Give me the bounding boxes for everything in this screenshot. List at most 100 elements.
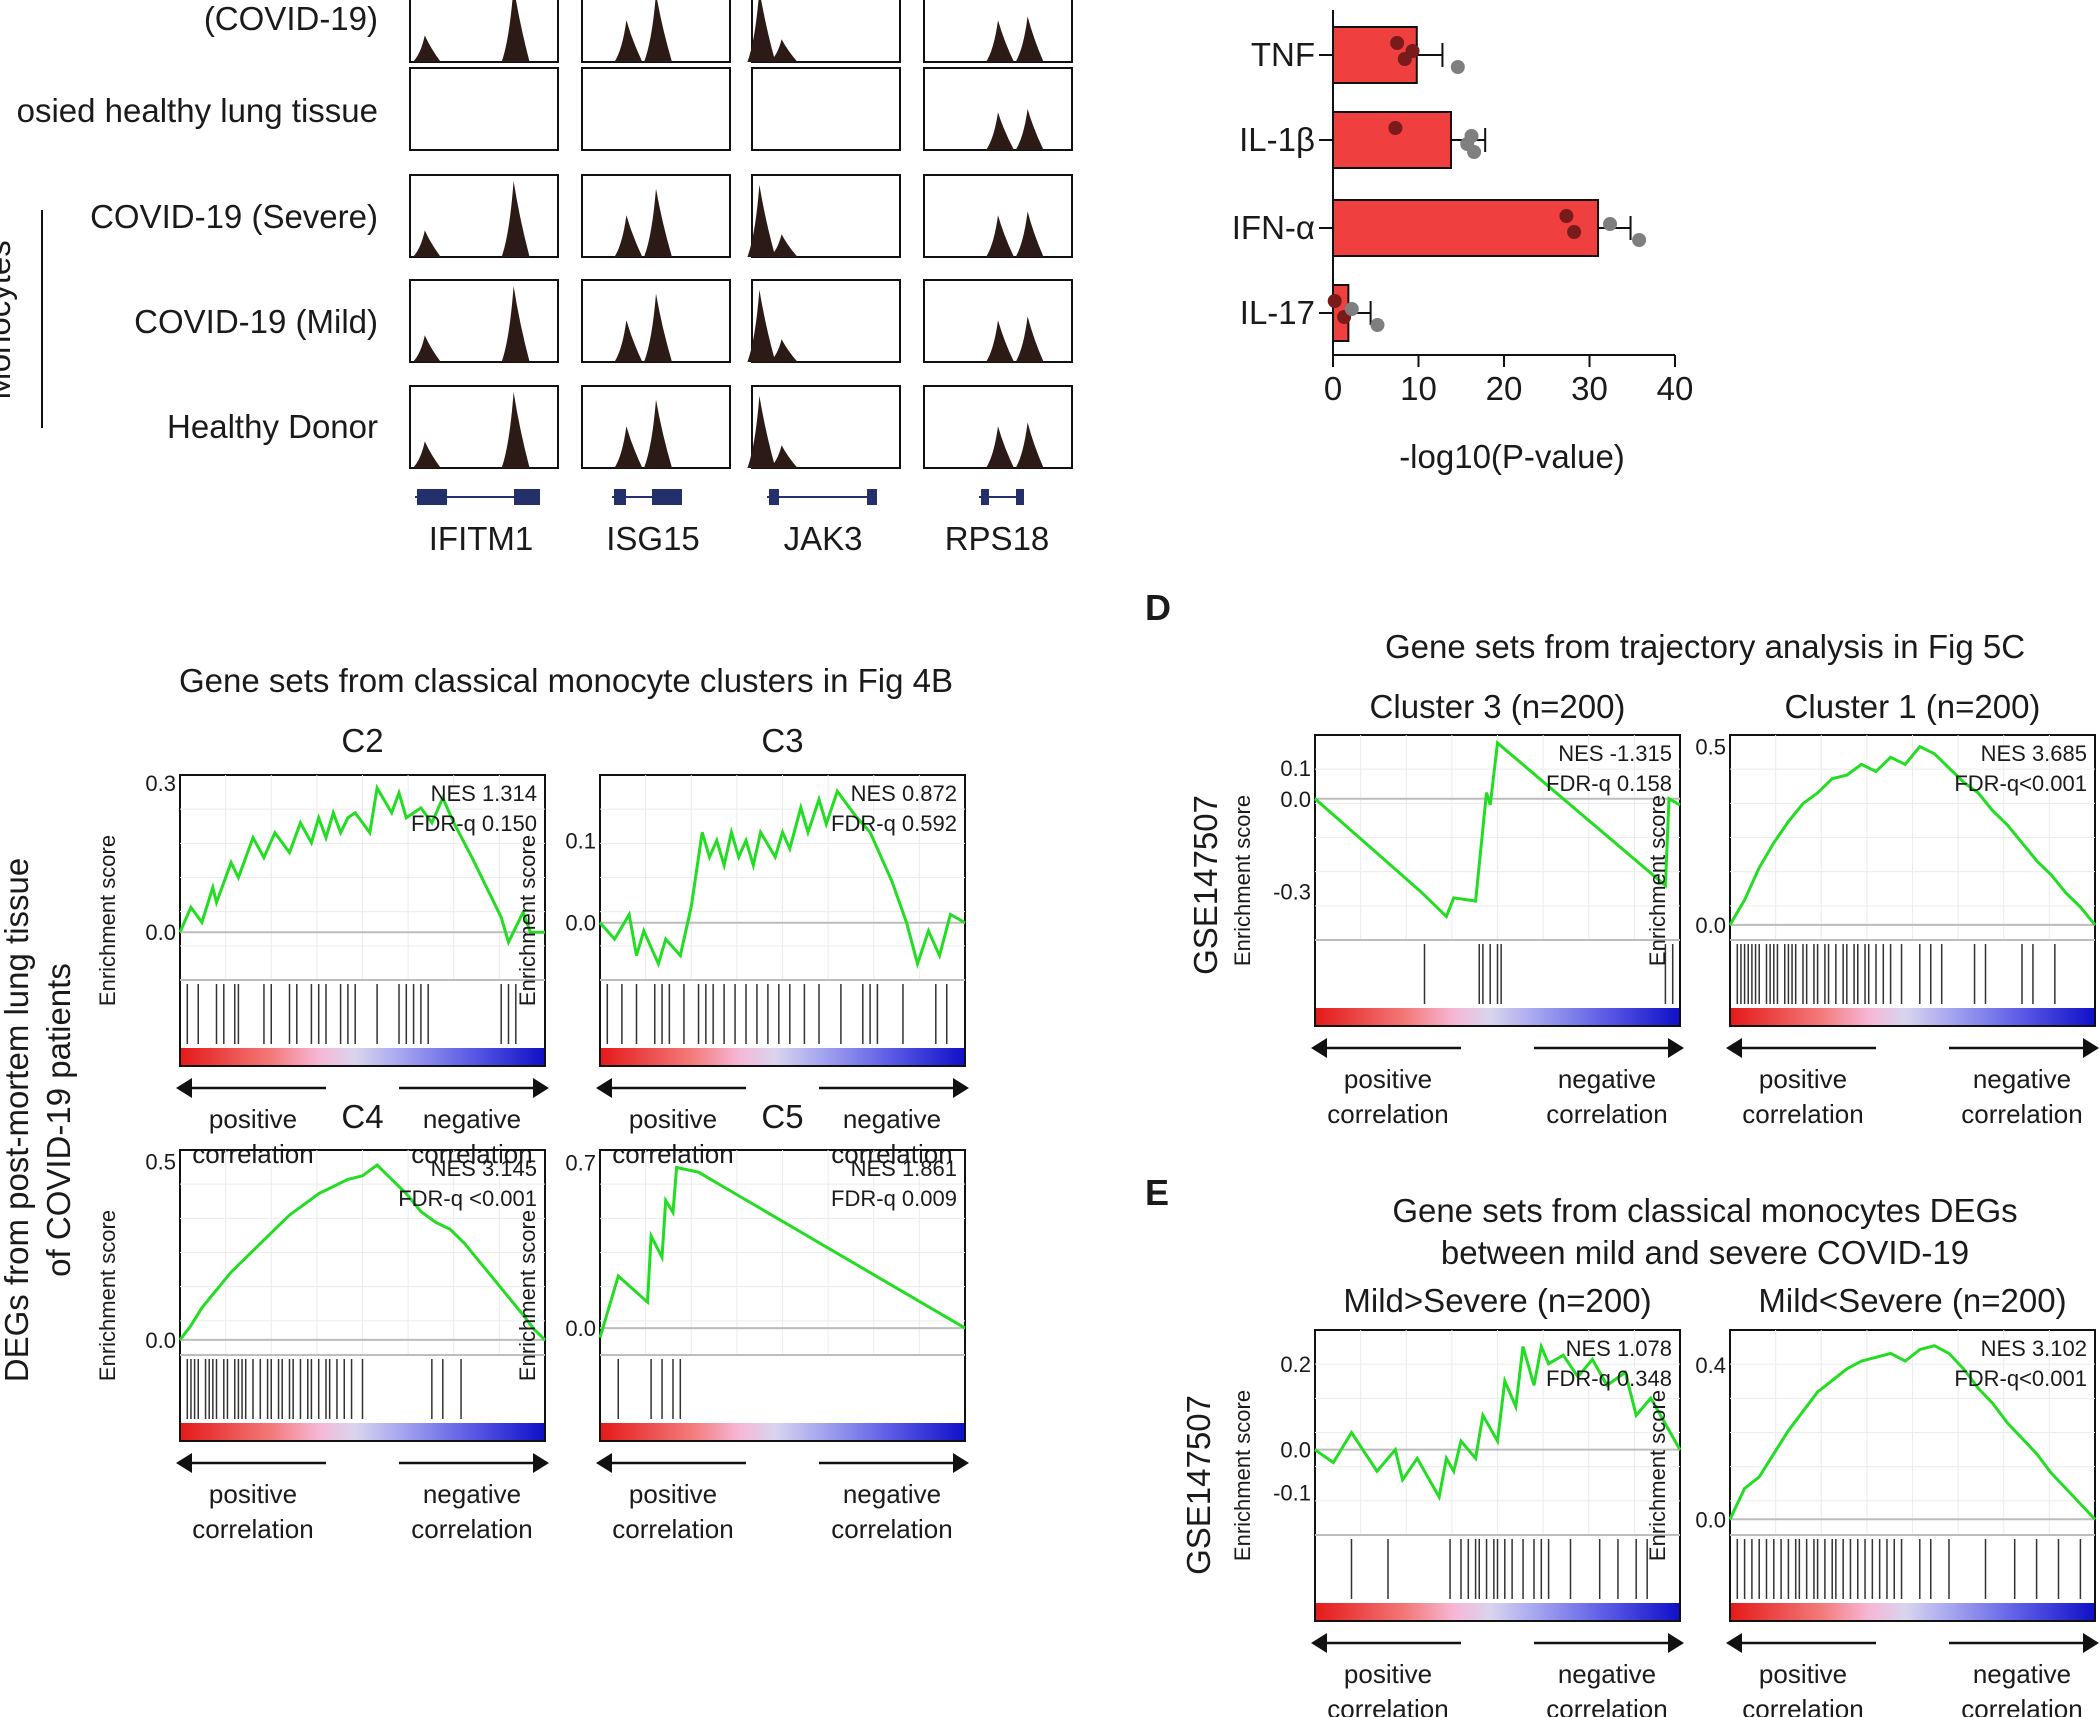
gsea-y-axis-label: Enrichment score (515, 1210, 540, 1381)
coverage-peak (501, 392, 530, 468)
coverage-peak (1015, 316, 1044, 362)
enrichment-curve (178, 1163, 547, 1341)
coverage-peak (769, 39, 798, 62)
coverage-peak (747, 289, 776, 362)
coverage-track (751, 279, 901, 363)
coverage-track (409, 0, 559, 63)
gene-model-exon (769, 489, 779, 505)
bar-category-label: IL-1β (1239, 121, 1315, 158)
section-d-title: Gene sets from trajectory analysis in Fi… (1385, 628, 2025, 665)
gsea-title: C3 (761, 722, 803, 759)
coverage-peak (644, 188, 672, 257)
coverage-peak (644, 0, 672, 62)
section-d-side-label: GSE147507 (1187, 795, 1224, 975)
negative-label: correlation (831, 1514, 952, 1544)
gsea-y-tick-label: 0.7 (565, 1151, 596, 1176)
gsea-nes: NES 1.314 (431, 781, 537, 806)
coverage-peak (986, 320, 1014, 362)
gsea-title: C4 (341, 1098, 383, 1135)
coverage-track (581, 67, 731, 151)
pvalue-bar-chart: -log10(P-value) 0 10 20 30 40 TNF IL-1β IFN-α IL… (1232, 10, 1694, 475)
gsea-fdr: FDR-q 0.009 (831, 1186, 957, 1211)
positive-label: positive (1344, 1064, 1432, 1094)
bar-x-tick-label: 20 (1486, 370, 1523, 407)
positive-arrow-head (1311, 1038, 1327, 1058)
bar-data-point (1632, 233, 1647, 247)
gsea-nes: NES -1.315 (1558, 741, 1672, 766)
bar-x-tick-label: 40 (1657, 370, 1694, 407)
gene-model-exon (652, 489, 682, 505)
enrichment-curve (598, 1165, 966, 1338)
gsea-title: Cluster 1 (n=200) (1785, 688, 2041, 725)
negative-label: correlation (1961, 1099, 2082, 1129)
correlation-gradient-bar (1316, 1603, 1679, 1620)
gsea-nes: NES 1.078 (1566, 1336, 1672, 1361)
correlation-gradient-bar (1731, 1603, 2094, 1620)
gsea-title: Mild<Severe (n=200) (1758, 1282, 2066, 1319)
negative-arrow-head (533, 1078, 549, 1098)
gsea-y-tick-label: 0.5 (1695, 735, 1726, 760)
coverage-track (751, 385, 901, 469)
positive-label: correlation (192, 1514, 313, 1544)
gene-model-exon (514, 489, 540, 505)
coverage-peak (747, 395, 776, 468)
section-c-title: Gene sets from classical monocyte cluste… (179, 662, 953, 699)
coverage-peak (614, 320, 643, 362)
negative-label: negative (843, 1104, 941, 1134)
gsea-y-tick-label: 0.0 (1695, 913, 1726, 938)
positive-label: correlation (1742, 1099, 1863, 1129)
positive-label: positive (629, 1104, 717, 1134)
coverage-peak (769, 339, 798, 362)
bar-data-point (1405, 44, 1420, 58)
bar-category-label: TNF (1251, 36, 1315, 73)
positive-arrow-head (176, 1078, 192, 1098)
coverage-track (751, 0, 901, 63)
gsea-y-axis-label: Enrichment score (95, 835, 120, 1006)
coverage-peak (644, 293, 672, 362)
positive-label: positive (209, 1479, 297, 1509)
gsea-fdr: FDR-q 0.592 (831, 811, 957, 836)
gsea-title: C2 (341, 722, 383, 759)
gsea-y-tick-label: 0.2 (1280, 1352, 1311, 1377)
coverage-track (409, 385, 559, 469)
correlation-gradient-bar (181, 1423, 544, 1440)
negative-label: negative (843, 1479, 941, 1509)
gsea-y-tick-label: -0.1 (1273, 1481, 1311, 1506)
bar-data-point (1370, 318, 1385, 332)
gsea-y-tick-label: 0.3 (145, 771, 176, 796)
section-c-side-label: of COVID-19 patients (40, 963, 77, 1277)
coverage-track (409, 279, 559, 363)
gsea-y-tick-label: 0.4 (1695, 1353, 1726, 1378)
gsea-fdr: FDR-q<0.001 (1954, 1366, 2087, 1391)
coverage-track (409, 174, 559, 258)
gsea-panel: Cluster 3 (n=200) 0.1 0.0 -0.3 Enrichment sc… (1230, 688, 1684, 1129)
coverage-peak (1015, 16, 1044, 62)
gsea-y-axis-label: Enrichment score (1645, 1390, 1670, 1561)
gsea-y-tick-label: 0.0 (565, 1316, 596, 1341)
negative-label: negative (423, 1104, 521, 1134)
positive-label: positive (629, 1479, 717, 1509)
coverage-peak (1015, 422, 1044, 468)
gsea-nes: NES 3.145 (431, 1156, 537, 1181)
positive-arrow-head (596, 1078, 612, 1098)
gsea-nes: NES 1.861 (851, 1156, 957, 1181)
bar-data-point (1603, 217, 1618, 231)
bar-x-tick-label: 30 (1571, 370, 1608, 407)
enrichment-curve (178, 783, 545, 947)
gsea-y-axis-label: Enrichment score (1645, 795, 1670, 966)
bar (1332, 111, 1452, 169)
negative-arrow-head (533, 1453, 549, 1473)
negative-arrow-head (1668, 1633, 1684, 1653)
gsea-y-tick-label: 0.0 (1695, 1507, 1726, 1532)
negative-arrow-head (953, 1453, 969, 1473)
coverage-peak (747, 184, 776, 257)
gsea-panel: Cluster 1 (n=200) 0.5 0.0 Enrichment score N… (1645, 688, 2099, 1129)
negative-arrow-head (1668, 1038, 1684, 1058)
negative-arrow-head (953, 1078, 969, 1098)
gsea-y-tick-label: 0.0 (565, 911, 596, 936)
gsea-panel: C5 0.7 0.0 Enrichment score NES 1.861 FDR-q 0… (515, 1098, 969, 1544)
coverage-peak (769, 234, 798, 257)
coverage-track (751, 174, 901, 258)
coverage-peak (412, 35, 441, 62)
gsea-y-axis-label: Enrichment score (515, 835, 540, 1006)
